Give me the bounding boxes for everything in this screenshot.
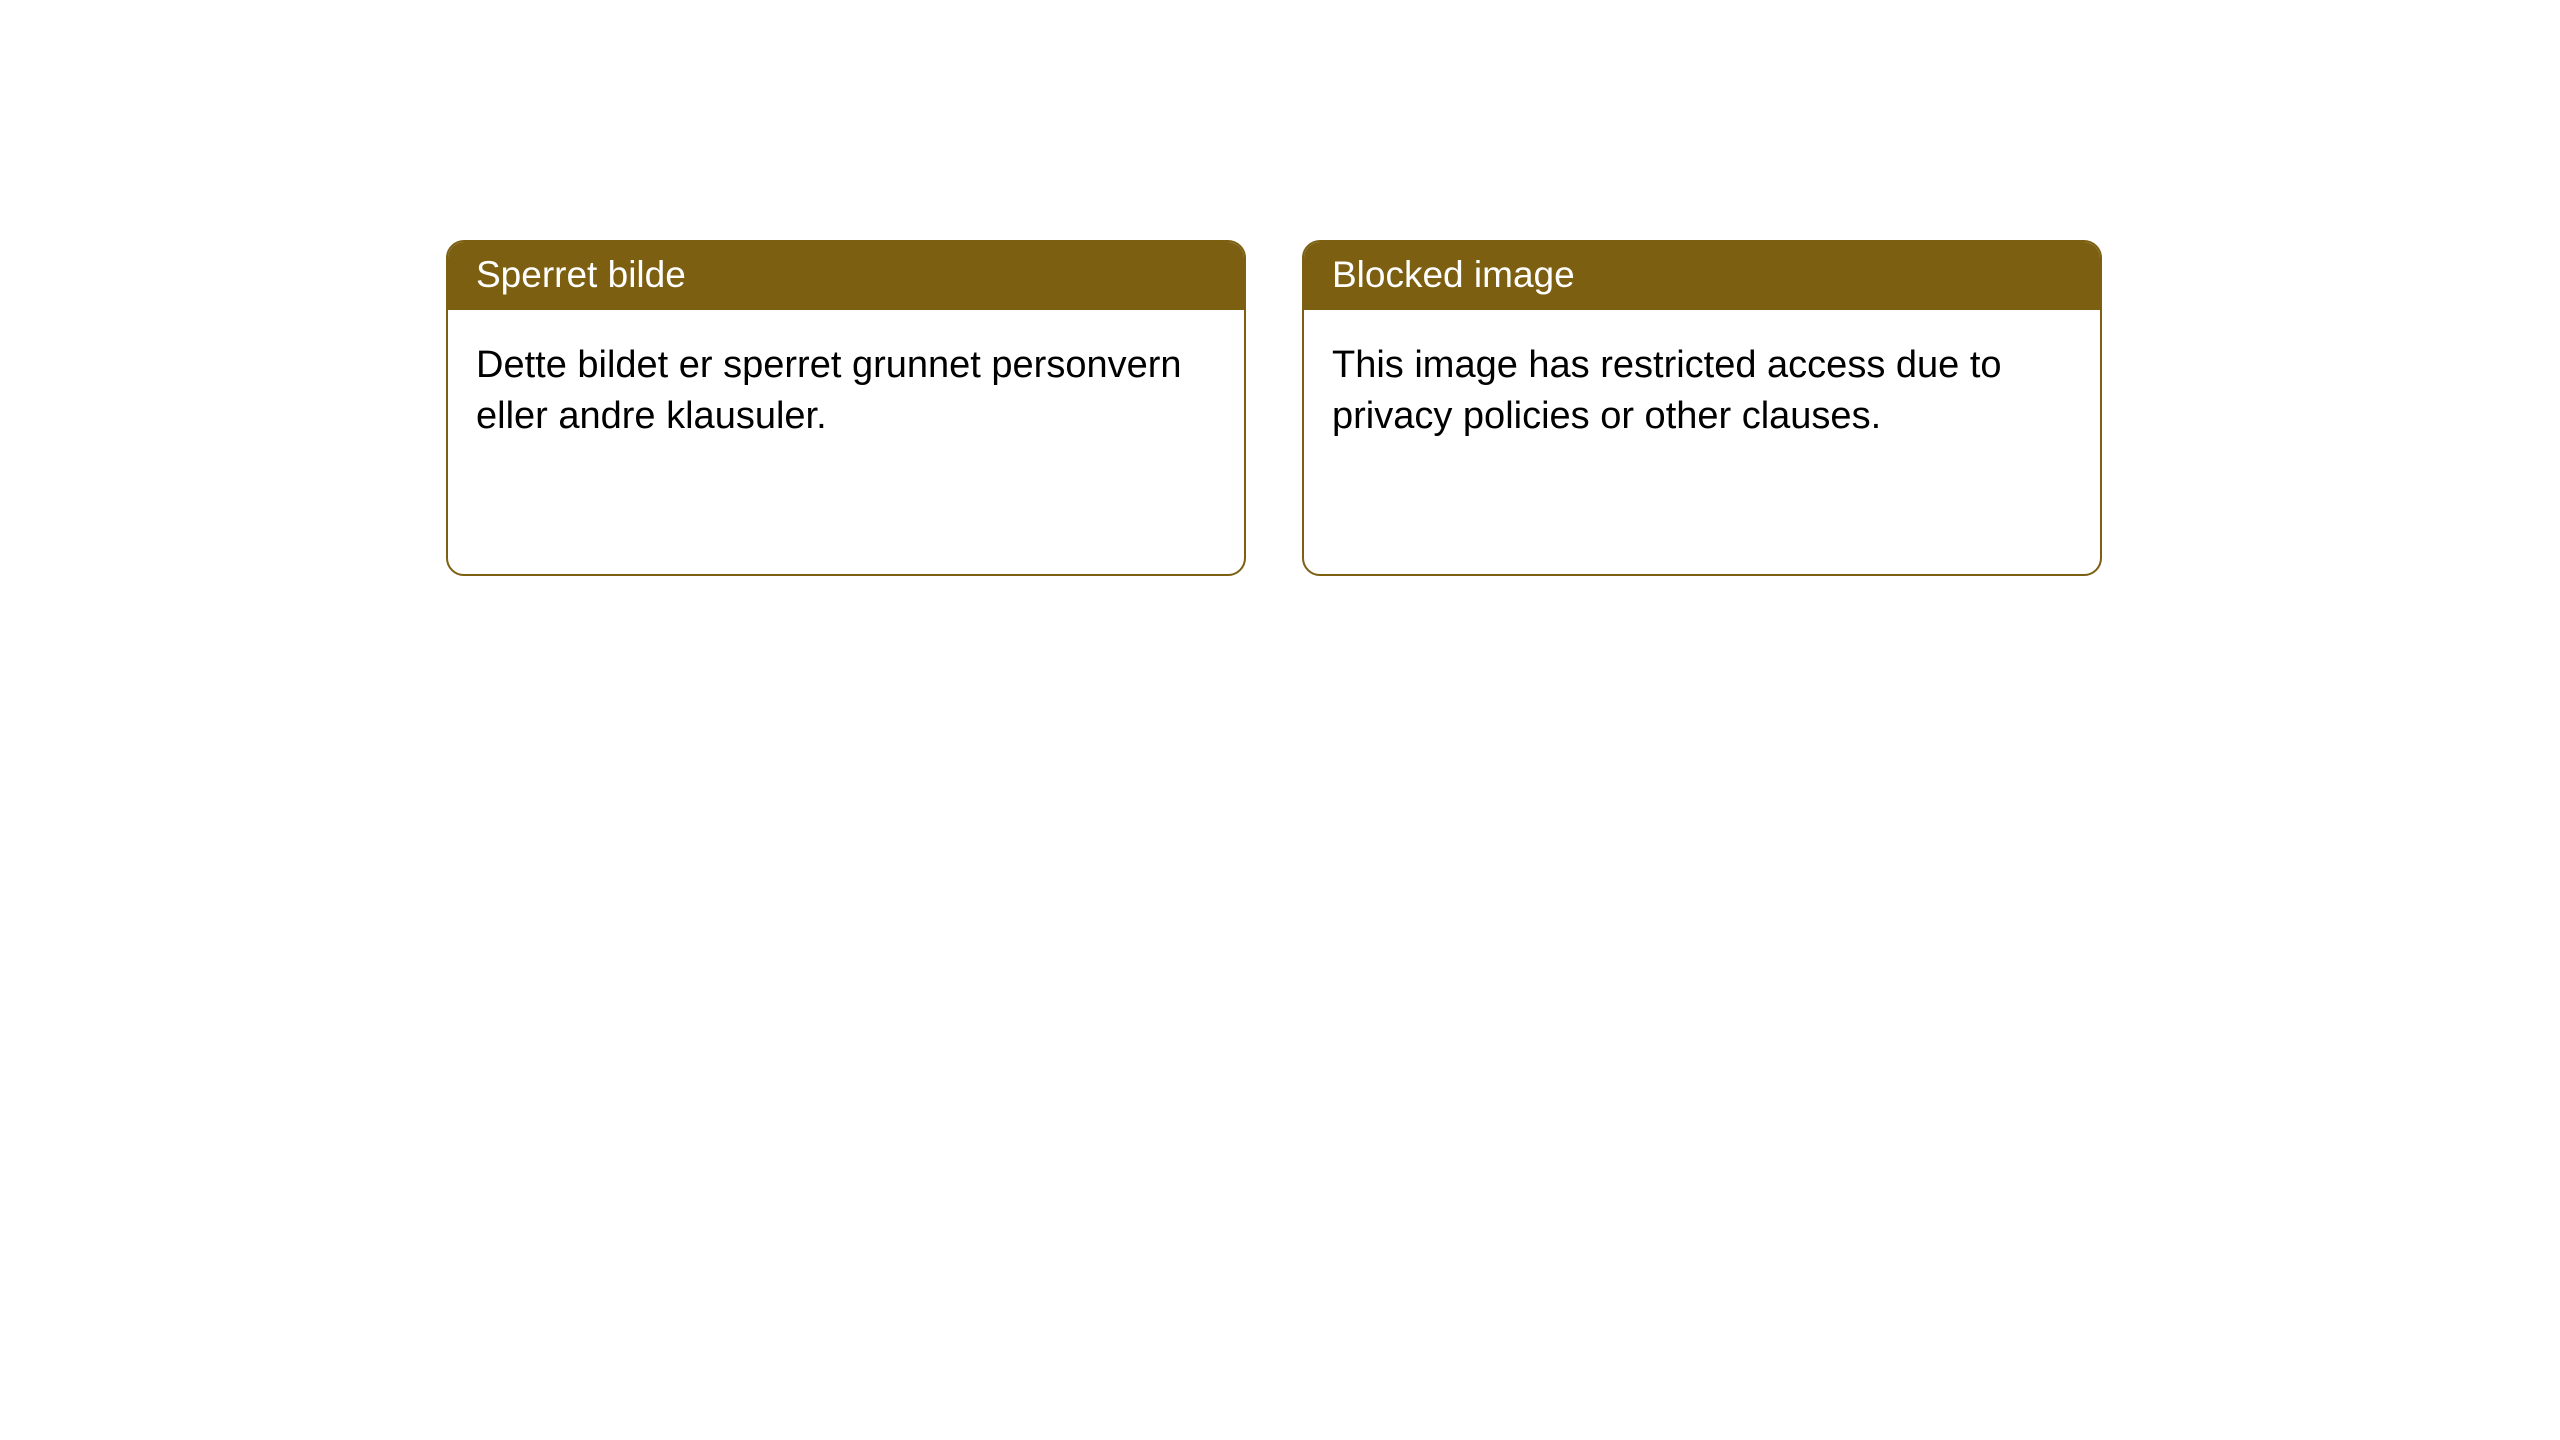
card-header-english: Blocked image bbox=[1304, 242, 2100, 310]
card-body-text: This image has restricted access due to … bbox=[1332, 344, 2002, 437]
notice-container: Sperret bilde Dette bildet er sperret gr… bbox=[0, 0, 2560, 576]
card-title: Blocked image bbox=[1332, 254, 1575, 295]
card-body-text: Dette bildet er sperret grunnet personve… bbox=[476, 344, 1182, 437]
card-header-norwegian: Sperret bilde bbox=[448, 242, 1244, 310]
notice-card-norwegian: Sperret bilde Dette bildet er sperret gr… bbox=[446, 240, 1246, 576]
card-body-english: This image has restricted access due to … bbox=[1304, 310, 2100, 473]
card-body-norwegian: Dette bildet er sperret grunnet personve… bbox=[448, 310, 1244, 473]
notice-card-english: Blocked image This image has restricted … bbox=[1302, 240, 2102, 576]
card-title: Sperret bilde bbox=[476, 254, 686, 295]
